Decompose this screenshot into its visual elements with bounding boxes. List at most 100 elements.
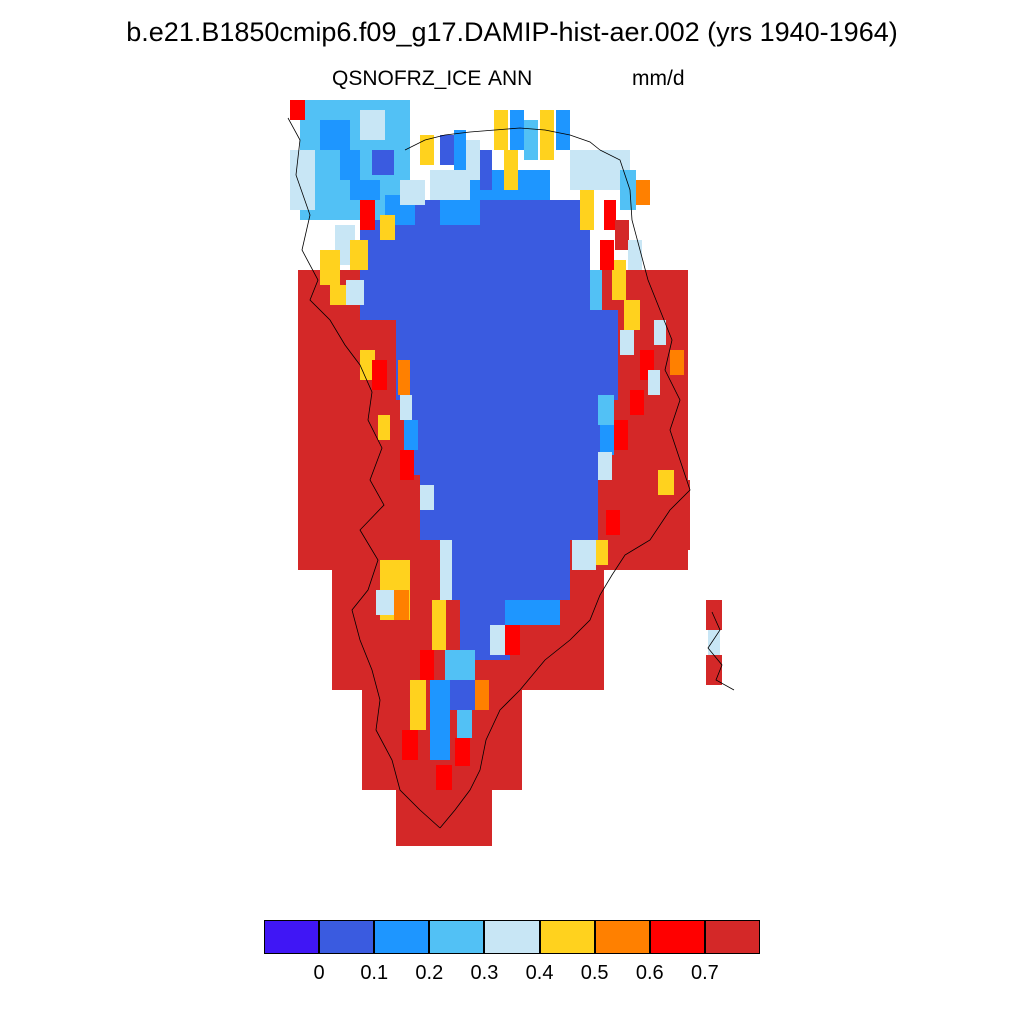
map-cell — [404, 420, 418, 450]
map-cell — [556, 110, 570, 150]
map-cell — [420, 470, 598, 540]
map-cell — [654, 320, 666, 345]
colorbar-swatch — [649, 920, 705, 954]
map-cell — [572, 540, 596, 570]
colorbar-tick-label: 0.5 — [580, 962, 609, 984]
map-cell — [598, 452, 612, 480]
map-cell — [372, 150, 394, 175]
map-cell — [620, 170, 636, 210]
map-cell — [398, 360, 410, 395]
map-cell — [480, 200, 570, 220]
map-cell — [430, 680, 450, 760]
map-cell — [606, 510, 620, 535]
map-cell — [376, 590, 396, 615]
map-cell — [624, 300, 640, 330]
map-cell — [706, 600, 722, 630]
colorbar-swatch — [594, 920, 650, 954]
map-cell — [505, 625, 520, 655]
map-cell — [598, 395, 614, 425]
map-cell — [420, 135, 434, 165]
map-cell — [436, 765, 452, 790]
colorbar-swatch — [484, 920, 540, 954]
map-cell — [400, 395, 412, 420]
map-cell — [475, 680, 489, 710]
colorbar-swatch — [429, 920, 485, 954]
map-cell — [455, 738, 470, 766]
map-cell — [290, 100, 305, 120]
map-cell — [450, 680, 475, 710]
map-cell — [360, 200, 375, 230]
colorbar-swatch — [264, 920, 320, 954]
colorbar-tick-label: 0.6 — [635, 962, 664, 984]
map-cell — [596, 540, 608, 565]
map-cell — [396, 780, 492, 846]
map-cells — [290, 100, 722, 846]
map-cell — [620, 330, 634, 355]
coastline-island — [707, 611, 735, 691]
map-cell — [445, 650, 475, 680]
map-cell — [658, 470, 674, 495]
map-cell — [494, 110, 508, 150]
colorbar-tick-label: 0.4 — [525, 962, 554, 984]
map-cell — [510, 110, 524, 150]
map-cell — [708, 630, 720, 655]
colorbar-swatch — [374, 920, 430, 954]
coastline-north — [404, 127, 601, 151]
map-cell — [440, 540, 452, 600]
colorbar-swatch — [539, 920, 595, 954]
colorbar-tick-label: 0 — [313, 962, 325, 984]
colorbar-tick-label: 0.3 — [470, 962, 499, 984]
map-cell — [600, 425, 614, 455]
map-cell — [628, 240, 642, 270]
map-cell — [420, 650, 434, 680]
map-cell — [706, 655, 722, 685]
map-cell — [570, 150, 600, 190]
colorbar — [264, 920, 760, 954]
map-cell — [466, 140, 480, 180]
map-cell — [604, 200, 616, 230]
map-cell — [350, 240, 368, 270]
map-cell — [540, 110, 554, 160]
map-cell — [380, 215, 395, 240]
colorbar-tick-label: 0.1 — [360, 962, 389, 984]
map-cell — [457, 710, 472, 738]
map-cell — [524, 120, 538, 160]
map-cell — [608, 480, 690, 550]
colorbar-swatch — [704, 920, 760, 954]
map-cell — [505, 600, 560, 625]
map-cell — [504, 150, 518, 190]
map-cell — [378, 415, 390, 440]
map-cell — [636, 180, 650, 205]
map-cell — [400, 450, 414, 480]
coastline — [287, 117, 735, 829]
colorbar-tick-label: 0.7 — [690, 962, 719, 984]
map-cell — [440, 200, 480, 225]
map-cell — [360, 110, 385, 140]
map-cell — [400, 180, 425, 205]
map-cell — [440, 135, 454, 165]
coastline-west — [287, 117, 441, 829]
map-cell — [615, 220, 629, 250]
map-cell — [590, 270, 602, 310]
coastline-south — [439, 149, 691, 829]
map-cell — [480, 150, 492, 190]
map-cell — [450, 540, 570, 600]
map-cell — [614, 420, 628, 450]
map-cell — [402, 730, 418, 760]
map-cell — [340, 150, 360, 180]
colorbar-tick-label: 0.2 — [415, 962, 444, 984]
map-cell — [430, 170, 470, 200]
map-cell — [320, 250, 340, 285]
map-cell — [670, 350, 684, 375]
map-cell — [290, 150, 315, 210]
map-cell — [432, 600, 446, 650]
season-label: ANN — [488, 67, 533, 90]
map-cell — [580, 190, 594, 230]
map-cell — [410, 395, 600, 475]
map-cell — [396, 310, 618, 400]
map-cell — [420, 485, 434, 510]
variable-label: QSNOFRZ_ICE — [332, 67, 482, 90]
colorbar-swatch — [319, 920, 375, 954]
map-cell — [320, 120, 350, 150]
